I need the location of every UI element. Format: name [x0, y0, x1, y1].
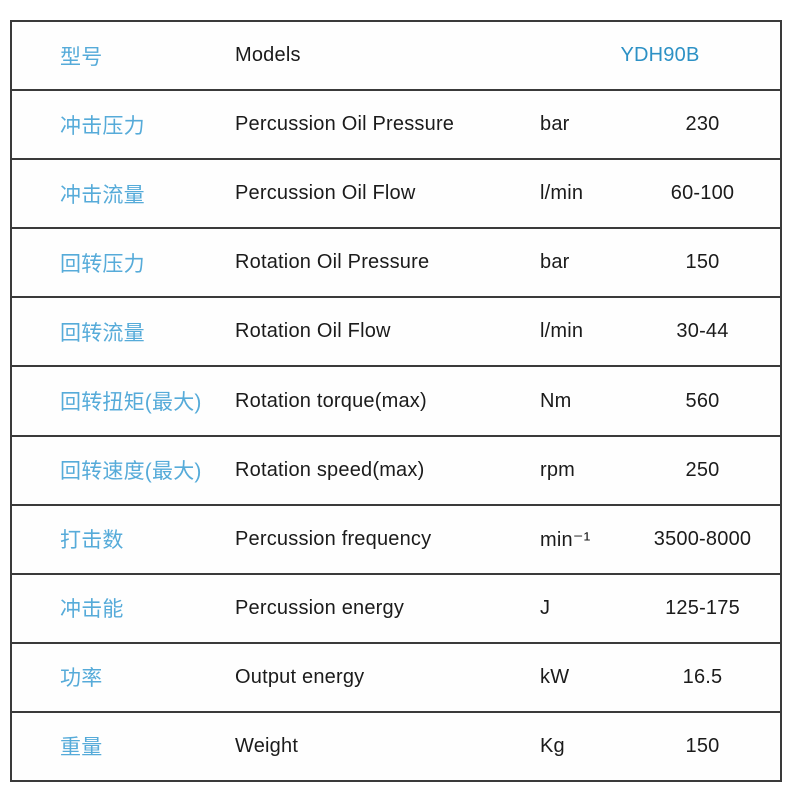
value-cell: 60-100: [670, 182, 735, 205]
chinese-label: 冲击流量: [60, 183, 145, 207]
table-row: 冲击能 Percussion energy J 125-175: [12, 575, 780, 644]
english-label: Percussion Oil Pressure: [235, 113, 455, 136]
value-cell: 3500-8000: [653, 527, 752, 550]
table-row: 冲击压力 Percussion Oil Pressure bar 230: [12, 91, 780, 161]
chinese-label: 重量: [60, 736, 103, 760]
table-row: 重量 Weight Kg 150: [12, 713, 780, 780]
english-label: Weight: [235, 734, 299, 757]
chinese-label: 回转速度(最大): [60, 460, 202, 484]
english-label: Rotation Oil Pressure: [235, 251, 430, 274]
value-cell: YDH90B: [620, 44, 700, 67]
english-label: Percussion Oil Flow: [235, 182, 416, 205]
chinese-label: 冲击能: [60, 598, 124, 622]
table-row: 功率 Output energy kW 16.5: [12, 644, 780, 713]
chinese-label: 回转扭矩(最大): [60, 391, 202, 415]
english-label: Rotation speed(max): [235, 458, 425, 481]
table-row: 型号 Models YDH90B: [12, 22, 780, 92]
table-row: 打击数 Percussion frequency min⁻¹ 3500-8000: [12, 506, 780, 575]
table-row: 回转流量 Rotation Oil Flow l/min 30-44: [12, 298, 780, 368]
unit-label: bar: [540, 251, 570, 274]
chinese-label: 型号: [60, 45, 103, 69]
english-label: Output energy: [235, 665, 365, 688]
value-cell: 150: [685, 251, 720, 274]
chinese-label: 功率: [60, 667, 103, 691]
unit-label: J: [540, 596, 551, 619]
english-label: Percussion energy: [235, 596, 405, 619]
chinese-label: 回转压力: [60, 252, 145, 276]
value-cell: 125-175: [665, 596, 740, 619]
english-label: Models: [235, 44, 301, 67]
chinese-label: 冲击压力: [60, 114, 145, 138]
specification-table: 型号 Models YDH90B 冲击压力 Percussion Oil Pre…: [10, 20, 782, 782]
value-cell: 16.5: [682, 665, 723, 688]
table-row: 回转压力 Rotation Oil Pressure bar 150: [12, 229, 780, 299]
english-label: Rotation Oil Flow: [235, 320, 391, 343]
chinese-label: 打击数: [60, 529, 124, 553]
value-cell: 560: [685, 389, 720, 412]
value-cell: 250: [685, 458, 720, 481]
unit-label: l/min: [540, 320, 584, 343]
chinese-label: 回转流量: [60, 321, 145, 345]
unit-label: Nm: [540, 389, 572, 412]
unit-label: Kg: [540, 734, 565, 757]
unit-label: l/min: [540, 182, 584, 205]
unit-label: bar: [540, 113, 570, 136]
english-label: Percussion frequency: [235, 527, 432, 550]
table-row: 冲击流量 Percussion Oil Flow l/min 60-100: [12, 160, 780, 230]
value-cell: 30-44: [676, 320, 729, 343]
unit-label: min⁻¹: [540, 528, 591, 551]
table-row: 回转扭矩(最大) Rotation torque(max) Nm 560: [12, 367, 780, 437]
unit-label: rpm: [540, 458, 576, 481]
english-label: Rotation torque(max): [235, 389, 427, 412]
value-cell: 150: [685, 734, 720, 757]
unit-label: kW: [540, 665, 570, 688]
table-row: 回转速度(最大) Rotation speed(max) rpm 250: [12, 437, 780, 506]
value-cell: 230: [685, 113, 720, 136]
